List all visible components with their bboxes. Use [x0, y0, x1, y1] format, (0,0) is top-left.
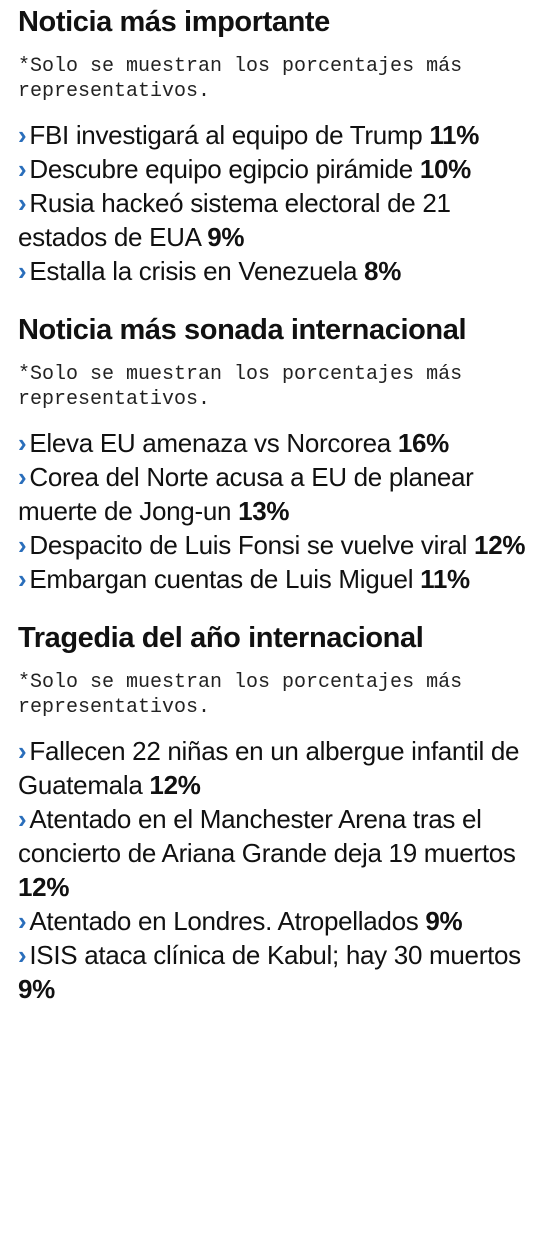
- section-title: Noticia más sonada internacional: [18, 314, 467, 346]
- news-item: Embargan cuentas de Luis Miguel 11%: [18, 562, 537, 596]
- news-item: Eleva EU amenaza vs Norcorea 16%: [18, 426, 537, 460]
- item-percentage: 12%: [474, 530, 526, 560]
- item-text: Fallecen 22 niñas en un albergue infanti…: [18, 736, 520, 800]
- section: Tragedia del año internacional *Solo se m…: [18, 618, 537, 1006]
- item-percentage: 9%: [425, 906, 463, 936]
- item-percentage: 9%: [18, 974, 55, 1004]
- item-percentage: 16%: [397, 428, 449, 458]
- item-text: Despacito de Luis Fonsi se vuelve viral: [29, 530, 468, 560]
- item-text: Eleva EU amenaza vs Norcorea: [29, 428, 391, 458]
- section-note: *Solo se muestran los porcentajes más re…: [18, 671, 463, 719]
- section-note: *Solo se muestran los porcentajes más re…: [18, 363, 463, 411]
- news-item: Fallecen 22 niñas en un albergue infanti…: [18, 734, 537, 802]
- section-title: Noticia más importante: [18, 6, 330, 38]
- item-text: ISIS ataca clínica de Kabul; hay 30 muer…: [29, 940, 521, 970]
- item-percentage: 8%: [364, 256, 402, 286]
- news-item: FBI investigará al equipo de Trump 11%: [18, 118, 537, 152]
- news-item: Descubre equipo egipcio pirámide 10%: [18, 152, 537, 186]
- news-item: Estalla la crisis en Venezuela 8%: [18, 254, 537, 288]
- news-item: Atentado en Londres. Atropellados 9%: [18, 904, 537, 938]
- news-item: Corea del Norte acusa a EU de planear mu…: [18, 460, 537, 528]
- section: Noticia más importante *Solo se muestran …: [18, 2, 537, 288]
- item-text: Rusia hackeó sistema electoral de 21 est…: [18, 188, 451, 252]
- section: Noticia más sonada internacional *Solo se…: [18, 310, 537, 596]
- item-percentage: 10%: [419, 154, 471, 184]
- news-item: Rusia hackeó sistema electoral de 21 est…: [18, 186, 537, 254]
- item-percentage: 13%: [238, 496, 290, 526]
- item-percentage: 12%: [149, 770, 201, 800]
- item-text: FBI investigará al equipo de Trump: [29, 120, 423, 150]
- news-item: Despacito de Luis Fonsi se vuelve viral …: [18, 528, 537, 562]
- section-note: *Solo se muestran los porcentajes más re…: [18, 55, 463, 103]
- item-percentage: 11%: [429, 120, 480, 150]
- item-text: Embargan cuentas de Luis Miguel: [29, 564, 414, 594]
- item-text: Atentado en el Manchester Arena tras el …: [18, 804, 516, 868]
- item-text: Descubre equipo egipcio pirámide: [29, 154, 413, 184]
- news-item: ISIS ataca clínica de Kabul; hay 30 muer…: [18, 938, 537, 1006]
- item-text: Estalla la crisis en Venezuela: [29, 256, 358, 286]
- item-text: Corea del Norte acusa a EU de planear mu…: [18, 462, 474, 526]
- item-percentage: 12%: [18, 872, 70, 902]
- section-title: Tragedia del año internacional: [18, 622, 424, 654]
- item-percentage: 9%: [207, 222, 245, 252]
- item-percentage: 11%: [420, 564, 470, 594]
- item-text: Atentado en Londres. Atropellados: [29, 906, 419, 936]
- news-item: Atentado en el Manchester Arena tras el …: [18, 802, 537, 904]
